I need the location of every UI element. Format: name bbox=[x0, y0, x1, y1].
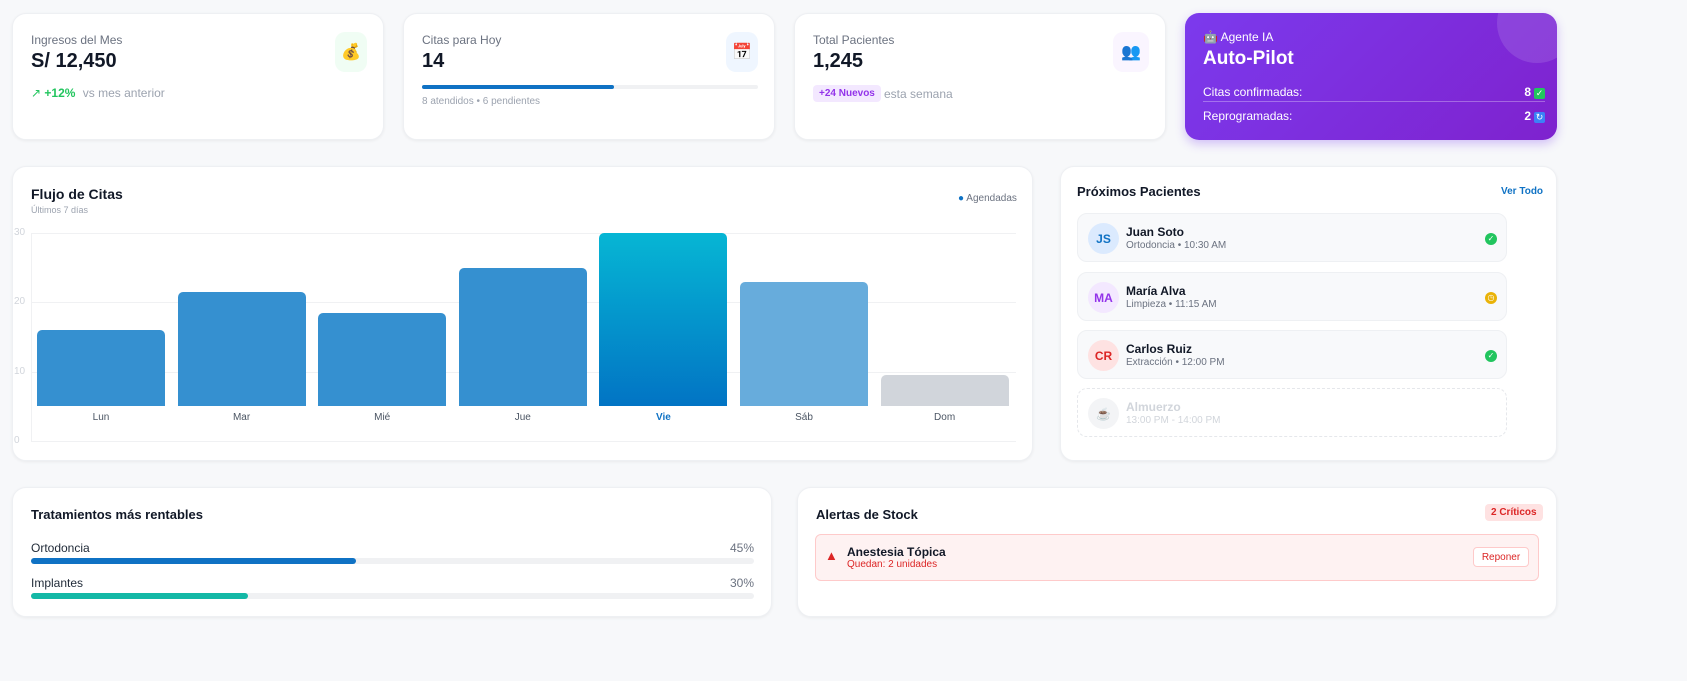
ai-row-confirmed: Citas confirmadas: 8 ✓ bbox=[1203, 85, 1545, 99]
patient-item[interactable]: MA María Alva Limpieza • 11:15 AM ◷ bbox=[1077, 272, 1507, 321]
treatment-name: Implantes bbox=[31, 576, 84, 590]
appointments-progress bbox=[422, 85, 758, 89]
decorative-circle bbox=[1497, 13, 1557, 63]
patient-name: Carlos Ruiz bbox=[1126, 342, 1193, 356]
treatment-pct: 30% bbox=[729, 576, 754, 590]
check-icon: ✓ bbox=[1534, 88, 1545, 99]
y-tick-label: 0 bbox=[14, 435, 20, 446]
x-tick-label: Jue bbox=[514, 412, 531, 423]
treatment-name: Ortodoncia bbox=[31, 541, 90, 555]
avatar: MA bbox=[1088, 282, 1119, 313]
coffee-icon: ☕ bbox=[1088, 398, 1119, 429]
chart-legend: ● Agendadas bbox=[958, 193, 1017, 204]
upcoming-title: Próximos Pacientes bbox=[1077, 184, 1201, 199]
ai-row-value: 8 bbox=[1524, 85, 1531, 99]
x-tick-label: Vie bbox=[655, 412, 671, 423]
avatar: JS bbox=[1088, 223, 1119, 254]
patient-name: Juan Soto bbox=[1126, 225, 1185, 239]
stock-item-name: Anestesia Tópica bbox=[847, 545, 946, 559]
appointments-note: 8 atendidos • 6 pendientes bbox=[422, 96, 541, 107]
chart-subtitle: Últimos 7 días bbox=[31, 205, 89, 215]
view-all-link[interactable]: Ver Todo bbox=[1501, 186, 1544, 197]
check-circle-icon: ✓ bbox=[1485, 350, 1497, 362]
trend-up-icon: ↗ bbox=[31, 86, 42, 100]
ai-row-label: Citas confirmadas: bbox=[1203, 85, 1303, 99]
critical-badge: 2 Críticos bbox=[1485, 504, 1543, 521]
ai-row-label: Reprogramadas: bbox=[1203, 109, 1293, 123]
bar-Mié bbox=[318, 312, 447, 406]
revenue-change: ↗ +12% vs mes anterior bbox=[31, 86, 165, 100]
bar-Dom bbox=[880, 375, 1009, 406]
ai-agent-title: Auto-Pilot bbox=[1203, 48, 1294, 69]
break-item: ☕ Almuerzo 13:00 PM - 14:00 PM bbox=[1077, 388, 1507, 437]
break-detail: 13:00 PM - 14:00 PM bbox=[1126, 415, 1221, 426]
ai-row-value: 2 bbox=[1524, 109, 1531, 123]
revenue-label: Ingresos del Mes bbox=[31, 33, 123, 47]
appointments-value: 14 bbox=[422, 50, 445, 72]
bar-Jue bbox=[458, 267, 587, 406]
money-bag-icon: 💰 bbox=[335, 32, 367, 72]
restock-button[interactable]: Reponer bbox=[1473, 547, 1529, 567]
x-tick-label: Mié bbox=[374, 412, 391, 423]
patient-detail: Limpieza • 11:15 AM bbox=[1126, 299, 1217, 310]
stock-item-detail: Quedan: 2 unidades bbox=[847, 559, 938, 570]
legend-label: Agendadas bbox=[966, 193, 1017, 204]
y-tick-label: 10 bbox=[14, 365, 26, 377]
treatment-bar bbox=[31, 593, 754, 599]
patients-note: esta semana bbox=[884, 87, 953, 101]
ai-row-rescheduled: Reprogramadas: 2 ↻ bbox=[1203, 109, 1545, 123]
patients-card: Total Pacientes 1,245 +24 Nuevos esta se… bbox=[794, 13, 1166, 140]
x-tick-label: Mar bbox=[232, 412, 251, 423]
clock-icon: ◷ bbox=[1485, 292, 1497, 304]
x-tick-label: Lun bbox=[92, 412, 110, 423]
patients-label: Total Pacientes bbox=[813, 33, 895, 47]
x-tick-label: Dom bbox=[934, 412, 956, 423]
appointments-card: Citas para Hoy 14 8 atendidos • 6 pendie… bbox=[403, 13, 775, 140]
gridline bbox=[31, 441, 1016, 442]
revenue-value: S/ 12,450 bbox=[31, 50, 117, 72]
avatar: CR bbox=[1088, 340, 1119, 371]
gridline bbox=[31, 233, 1016, 234]
break-name: Almuerzo bbox=[1126, 400, 1181, 414]
check-circle-icon: ✓ bbox=[1485, 233, 1497, 245]
ai-agent-label: Agente IA bbox=[1220, 30, 1274, 44]
bar-Sáb bbox=[740, 281, 868, 406]
calendar-check-icon: 📅 bbox=[726, 32, 758, 72]
divider bbox=[1203, 101, 1545, 102]
treatments-title: Tratamientos más rentables bbox=[31, 507, 203, 522]
change-value: +12% bbox=[44, 86, 76, 100]
treatment-bar bbox=[31, 558, 754, 564]
patients-value: 1,245 bbox=[813, 50, 864, 72]
refresh-icon: ↻ bbox=[1534, 112, 1545, 123]
ai-agent-header: 🤖 Agente IA bbox=[1203, 30, 1273, 44]
patient-detail: Extracción • 12:00 PM bbox=[1126, 357, 1225, 368]
x-tick-label: Sáb bbox=[795, 412, 813, 423]
new-patients-badge: +24 Nuevos bbox=[813, 85, 881, 102]
appointments-label: Citas para Hoy bbox=[422, 33, 502, 47]
robot-icon: 🤖 bbox=[1203, 30, 1218, 44]
change-note: vs mes anterior bbox=[82, 86, 165, 100]
warning-icon: ▲ bbox=[825, 548, 838, 563]
chart-title: Flujo de Citas bbox=[31, 186, 123, 202]
ai-agent-card: 🤖 Agente IA Auto-Pilot Citas confirmadas… bbox=[1185, 13, 1557, 140]
y-axis bbox=[31, 233, 32, 441]
revenue-card: Ingresos del Mes S/ 12,450 ↗ +12% vs mes… bbox=[12, 13, 384, 140]
patient-item[interactable]: CR Carlos Ruiz Extracción • 12:00 PM ✓ bbox=[1077, 330, 1507, 379]
patient-name: María Alva bbox=[1126, 284, 1186, 298]
stock-alert-item: ▲ Anestesia Tópica Quedan: 2 unidades Re… bbox=[815, 534, 1539, 581]
treatment-pct: 45% bbox=[729, 541, 754, 555]
legend-dot-icon: ● bbox=[958, 193, 965, 204]
patient-detail: Ortodoncia • 10:30 AM bbox=[1126, 240, 1227, 251]
y-tick-label: 30 bbox=[14, 227, 26, 238]
bar-Mar bbox=[177, 291, 306, 406]
stock-title: Alertas de Stock bbox=[816, 507, 918, 522]
y-tick-label: 20 bbox=[14, 296, 26, 308]
patient-item[interactable]: JS Juan Soto Ortodoncia • 10:30 AM ✓ bbox=[1077, 213, 1507, 262]
bar-Vie bbox=[599, 233, 728, 406]
bar-Lun bbox=[37, 330, 165, 406]
users-icon: 👥 bbox=[1113, 32, 1149, 72]
